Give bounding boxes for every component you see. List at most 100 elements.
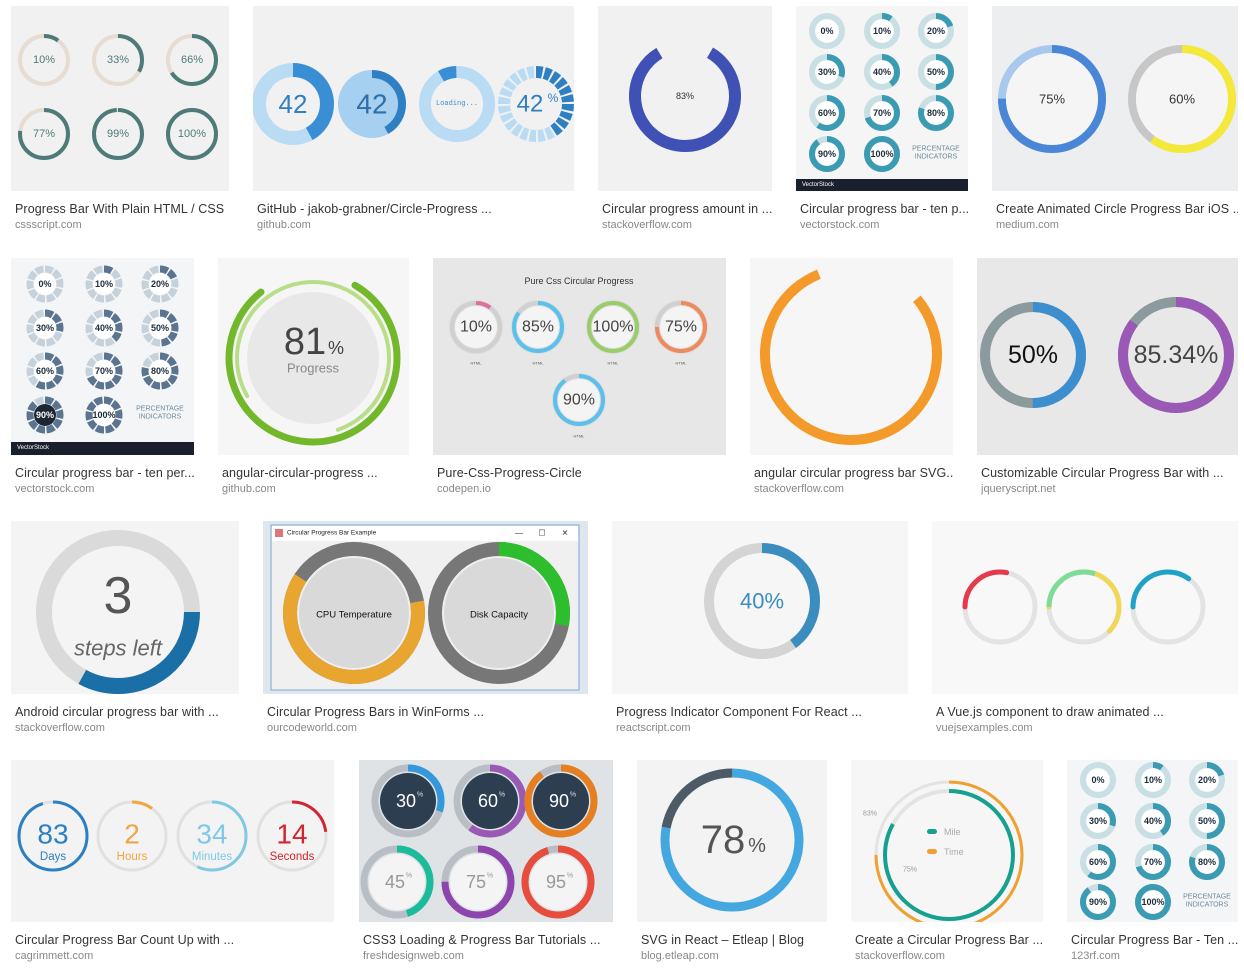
- result-source[interactable]: cagrimmett.com: [15, 950, 94, 962]
- result-title[interactable]: Create a Circular Progress Bar ...: [855, 933, 1043, 947]
- progress-label: 85.34%: [1134, 341, 1219, 369]
- progress-arc: [225, 270, 401, 446]
- result-thumbnail[interactable]: [932, 521, 1238, 694]
- result-title[interactable]: Customizable Circular Progress Bar with …: [981, 466, 1224, 480]
- result-source[interactable]: stackoverflow.com: [602, 219, 692, 231]
- result-thumbnail[interactable]: 75% 60%: [992, 6, 1238, 191]
- result-card[interactable]: 0% 10% 20% 30% 40% 50% 60% 70% 80% 90% 100% PERCENT…: [11, 258, 194, 495]
- result-card[interactable]: 3 steps left Android circular progress bar…: [11, 521, 239, 734]
- result-source[interactable]: freshdesignweb.com: [363, 950, 464, 962]
- result-source[interactable]: codepen.io: [437, 483, 491, 495]
- progress-segment: [26, 396, 64, 434]
- result-card[interactable]: 42 42 Loading... 42% GitHub - jakob-grabner/…: [253, 6, 574, 231]
- result-source[interactable]: ourcodeworld.com: [267, 722, 357, 734]
- result-thumbnail[interactable]: [750, 258, 953, 455]
- result-title[interactable]: Circular progress bar - ten p...: [800, 202, 968, 216]
- result-title[interactable]: Circular progress amount in ...: [602, 202, 772, 216]
- progress-arc: [524, 764, 598, 838]
- result-title[interactable]: Circular Progress Bar - Ten ...: [1071, 933, 1238, 947]
- result-source[interactable]: stackoverflow.com: [855, 950, 945, 962]
- result-thumbnail[interactable]: 42 42 Loading... 42%: [253, 6, 574, 191]
- result-card[interactable]: Pure Css Circular Progress 10% HTML 85% HTML…: [433, 258, 726, 495]
- result-title[interactable]: Circular Progress Bars in WinForms ...: [267, 705, 485, 719]
- result-card[interactable]: 83% Circular progress amount in ... stacko…: [598, 6, 772, 231]
- result-card[interactable]: 78% SVG in React – Etleap | Blog blog.etle…: [637, 760, 827, 962]
- result-source[interactable]: stackoverflow.com: [15, 722, 105, 734]
- result-thumbnail[interactable]: 0% 10% 20% 30% 40% 50% 60% 70% 80% 90% 100% PERCENT…: [1067, 760, 1238, 922]
- result-thumbnail[interactable]: Circular Progress Bar Example — ☐ ✕ CPU Temp…: [263, 521, 588, 694]
- result-title[interactable]: angular-circular-progress ...: [222, 466, 378, 480]
- result-card[interactable]: 0% 10% 20% 30% 40% 50% 60% 70% 80% 90% 100% PERCENT…: [796, 6, 968, 231]
- result-thumbnail[interactable]: 83 Days 2 Hours 34 Minutes 14 Seconds: [11, 760, 334, 922]
- result-title[interactable]: CSS3 Loading & Progress Bar Tutorials ..…: [363, 933, 601, 947]
- result-title[interactable]: SVG in React – Etleap | Blog: [641, 933, 805, 947]
- progress-segment: [498, 66, 574, 142]
- result-card[interactable]: 30% 60% 90% 45% 75% 95% CSS3 Loading & Progres…: [359, 760, 613, 962]
- progress-arc: [704, 543, 820, 659]
- result-card[interactable]: 81% Progress angular-circular-progress ...…: [218, 258, 409, 495]
- progress-segment: [141, 352, 179, 390]
- result-card[interactable]: 75% 60% Create Animated Circle Progress Ba…: [992, 6, 1238, 231]
- result-card[interactable]: 40% Progress Indicator Component For Reac…: [612, 521, 908, 734]
- result-thumbnail[interactable]: 83%: [598, 6, 772, 191]
- close-button[interactable]: ✕: [562, 529, 569, 538]
- progress-segment: [141, 309, 179, 347]
- result-source[interactable]: jqueryscript.net: [981, 483, 1056, 495]
- progress-center: [558, 379, 600, 421]
- progress-segment: [85, 396, 123, 434]
- progress-segment: [26, 396, 64, 434]
- result-source[interactable]: vectorstock.com: [15, 483, 95, 495]
- result-source[interactable]: blog.etleap.com: [641, 950, 719, 962]
- result-source[interactable]: cssscript.com: [15, 219, 82, 231]
- result-source[interactable]: github.com: [222, 483, 276, 495]
- result-card[interactable]: 83 Days 2 Hours 34 Minutes 14 Seconds Circular P…: [11, 760, 334, 962]
- result-card[interactable]: A Vue.js component to draw animated ... v…: [932, 521, 1238, 734]
- result-title[interactable]: angular circular progress bar SVG...: [754, 466, 953, 480]
- result-source[interactable]: reactscript.com: [616, 722, 691, 734]
- progress-arc: [809, 95, 845, 131]
- result-thumbnail[interactable]: 40%: [612, 521, 908, 694]
- result-thumbnail[interactable]: Pure Css Circular Progress 10% HTML 85% HTML…: [433, 258, 726, 455]
- result-source[interactable]: 123rf.com: [1071, 950, 1120, 962]
- result-thumbnail[interactable]: 78%: [637, 760, 827, 922]
- result-thumbnail[interactable]: 81% Progress: [218, 258, 409, 455]
- result-title[interactable]: A Vue.js component to draw animated ...: [936, 705, 1164, 719]
- progress-segment: [141, 352, 179, 390]
- result-title[interactable]: Progress Bar With Plain HTML / CSS ...: [15, 202, 229, 216]
- progress-label: 75%: [1039, 92, 1065, 107]
- result-source[interactable]: vectorstock.com: [800, 219, 880, 231]
- result-title[interactable]: Circular progress bar - ten per...: [15, 466, 194, 480]
- progress-label: 85%: [522, 319, 554, 336]
- progress-segment: [85, 309, 123, 347]
- result-card[interactable]: Mile Time 83% 75% Create a Circular Progress…: [851, 760, 1043, 962]
- result-thumbnail[interactable]: 0% 10% 20% 30% 40% 50% 60% 70% 80% 90% 100% PERCENT…: [11, 258, 194, 455]
- result-title[interactable]: Android circular progress bar with ...: [15, 705, 219, 719]
- result-source[interactable]: stackoverflow.com: [754, 483, 844, 495]
- progress-center: [924, 60, 948, 84]
- result-thumbnail[interactable]: 30% 60% 90% 45% 75% 95%: [359, 760, 613, 922]
- result-card[interactable]: angular circular progress bar SVG... stac…: [750, 258, 953, 495]
- progress-segment: [26, 396, 64, 434]
- result-card[interactable]: Circular Progress Bar Example — ☐ ✕ CPU Temp…: [263, 521, 588, 734]
- result-thumbnail[interactable]: Mile Time 83% 75%: [851, 760, 1043, 922]
- result-card[interactable]: 0% 10% 20% 30% 40% 50% 60% 70% 80% 90% 100% PERCENT…: [1067, 760, 1238, 962]
- result-title[interactable]: Circular Progress Bar Count Up with ...: [15, 933, 235, 947]
- result-title[interactable]: Progress Indicator Component For React .…: [616, 705, 862, 719]
- progress-segment: [498, 66, 574, 142]
- result-title[interactable]: Pure-Css-Progress-Circle: [437, 466, 582, 480]
- result-source[interactable]: vuejsexamples.com: [936, 722, 1033, 734]
- progress-arc: [809, 136, 845, 172]
- progress-segment: [141, 265, 179, 303]
- result-thumbnail[interactable]: 3 steps left: [11, 521, 239, 694]
- result-source[interactable]: medium.com: [996, 219, 1059, 231]
- result-title[interactable]: GitHub - jakob-grabner/Circle-Progress .…: [257, 202, 492, 216]
- result-thumbnail[interactable]: 50% 85.34%: [977, 258, 1238, 455]
- maximize-button[interactable]: ☐: [538, 529, 545, 538]
- result-thumbnail[interactable]: 0% 10% 20% 30% 40% 50% 60% 70% 80% 90% 100% PERCENT…: [796, 6, 968, 191]
- result-card[interactable]: 10% 33% 66% 77% 99% 100% Progress Bar With Pla…: [11, 6, 229, 231]
- result-title[interactable]: Create Animated Circle Progress Bar iOS …: [996, 202, 1238, 216]
- result-thumbnail[interactable]: 10% 33% 66% 77% 99% 100%: [11, 6, 229, 191]
- result-source[interactable]: github.com: [257, 219, 311, 231]
- minimize-button[interactable]: —: [515, 529, 523, 538]
- result-card[interactable]: 50% 85.34% Customizable Circular Progress …: [977, 258, 1238, 495]
